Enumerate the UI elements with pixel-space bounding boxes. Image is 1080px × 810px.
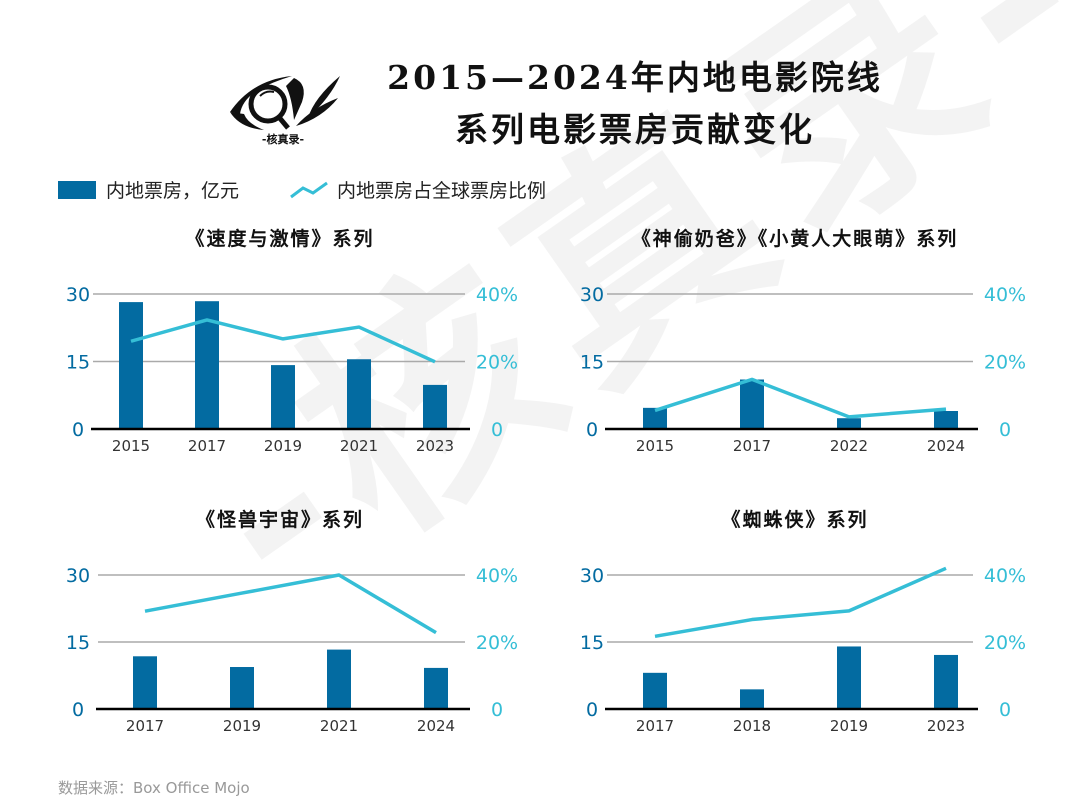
x-axis-tick-label: 2022 [830, 437, 868, 455]
left-axis-tick-label: 15 [580, 352, 604, 374]
right-axis-tick-label: 0 [491, 419, 503, 441]
left-axis-tick-label: 0 [586, 419, 598, 441]
share-line [144, 573, 437, 635]
bar [327, 649, 351, 709]
bar [643, 672, 667, 709]
x-axis-tick-label: 2017 [636, 717, 674, 735]
line-swatch-icon [290, 181, 328, 198]
left-axis-tick-label: 30 [580, 284, 604, 306]
x-axis-tick-label: 2023 [927, 717, 965, 735]
legend-label-bar: 内地票房，亿元 [106, 180, 240, 202]
right-axis-tick-label: 40% [984, 284, 1026, 306]
bar [934, 654, 958, 709]
x-axis-tick-label: 2024 [927, 437, 965, 455]
bar [271, 365, 295, 429]
x-axis-tick-label: 2019 [264, 437, 302, 455]
legend: 内地票房，亿元 内地票房占全球票房比例 [58, 176, 596, 203]
bar [740, 379, 764, 429]
legend-item-bar: 内地票房，亿元 [58, 176, 239, 203]
x-axis-tick-label: 2015 [636, 437, 674, 455]
right-axis-tick-label: 0 [491, 699, 503, 721]
bar [347, 359, 371, 429]
bar [643, 407, 667, 429]
eye-magnifier-logo-icon [230, 76, 340, 130]
left-axis-tick-label: 15 [66, 352, 90, 374]
bar-swatch-icon [58, 180, 96, 199]
share-line [654, 377, 947, 419]
bar [837, 418, 861, 429]
bar [424, 667, 448, 709]
legend-item-line: 内地票房占全球票房比例 [289, 176, 546, 203]
left-axis-tick-label: 15 [580, 632, 604, 654]
bar [423, 384, 447, 429]
bar [837, 646, 861, 709]
right-axis-tick-label: 40% [476, 284, 518, 306]
left-axis-tick-label: 0 [72, 699, 84, 721]
left-axis-tick-label: 15 [66, 632, 90, 654]
right-axis-tick-label: 20% [476, 632, 518, 654]
left-axis-tick-label: 0 [586, 699, 598, 721]
bar [133, 656, 157, 709]
share-line [654, 566, 947, 639]
x-axis-tick-label: 2021 [320, 717, 358, 735]
title-line-2: 系列电影票房贡献变化 [455, 110, 815, 149]
left-axis-tick-label: 30 [66, 284, 90, 306]
x-axis-tick-label: 2017 [733, 437, 771, 455]
right-axis-tick-label: 0 [999, 699, 1011, 721]
left-axis-tick-label: 0 [72, 419, 84, 441]
x-axis-tick-label: 2021 [340, 437, 378, 455]
bar [740, 689, 764, 709]
x-axis-tick-label: 2024 [417, 717, 455, 735]
left-axis-tick-label: 30 [66, 565, 90, 587]
x-axis-tick-label: 2019 [830, 717, 868, 735]
title-line-1: 2015—2024年内地电影院线 [387, 58, 883, 97]
right-axis-tick-label: 40% [984, 565, 1026, 587]
right-axis-tick-label: 20% [984, 632, 1026, 654]
page-title: 2015—2024年内地电影院线 系列电影票房贡献变化 [380, 52, 890, 156]
legend-label-line: 内地票房占全球票房比例 [337, 180, 547, 202]
right-axis-tick-label: 20% [984, 352, 1026, 374]
bar [934, 411, 958, 429]
x-axis-tick-label: 2018 [733, 717, 771, 735]
x-axis-tick-label: 2015 [112, 437, 150, 455]
right-axis-tick-label: 0 [999, 419, 1011, 441]
chart-title-4: 《蜘蛛侠》系列 [721, 509, 869, 531]
chart-title-2: 《神偷奶爸》《小黄人大眼萌》系列 [631, 228, 959, 250]
chart-title-3: 《怪兽宇宙》系列 [195, 509, 364, 531]
x-axis-tick-label: 2017 [126, 717, 164, 735]
x-axis-tick-label: 2023 [416, 437, 454, 455]
x-axis-tick-label: 2019 [223, 717, 261, 735]
source-note: 数据来源：Box Office Mojo [58, 779, 250, 797]
right-axis-tick-label: 40% [476, 565, 518, 587]
bar [230, 667, 254, 709]
right-axis-tick-label: 20% [476, 352, 518, 374]
chart-title-1: 《速度与激情》系列 [185, 228, 375, 250]
share-line [130, 318, 436, 364]
x-axis-tick-label: 2017 [188, 437, 226, 455]
bar [119, 302, 143, 429]
logo-text: -核真录- [261, 133, 305, 146]
left-axis-tick-label: 30 [580, 565, 604, 587]
